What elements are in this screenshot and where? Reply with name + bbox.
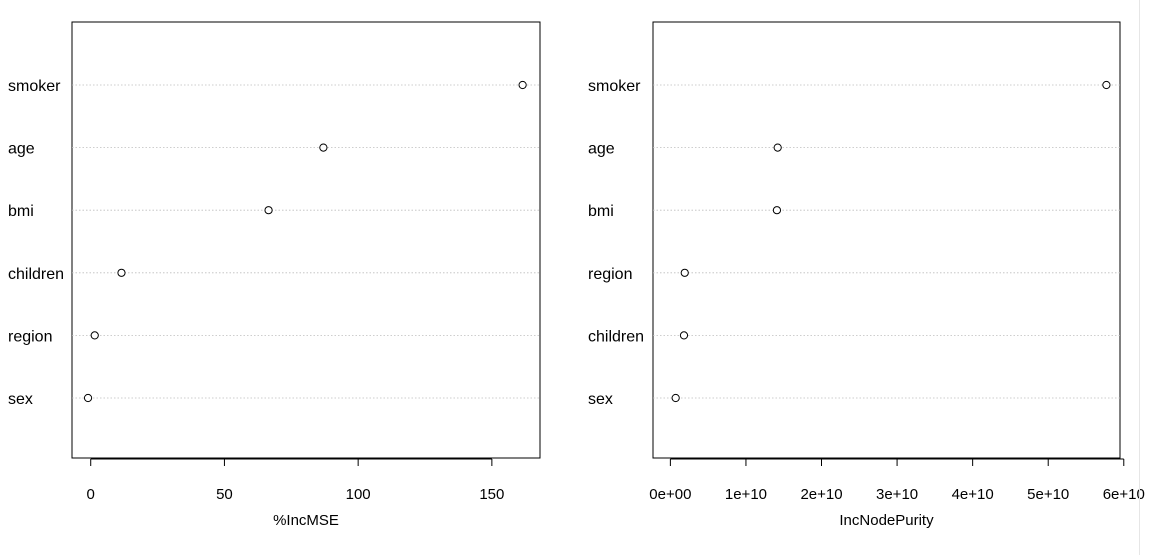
window-edge-divider [1139, 0, 1140, 555]
category-label: bmi [588, 203, 614, 220]
x-tick-label: 1e+10 [725, 486, 767, 503]
category-label: age [8, 141, 35, 158]
x-tick-label: 4e+10 [952, 486, 994, 503]
data-point [319, 143, 328, 152]
data-point [680, 268, 689, 277]
data-point [679, 331, 689, 340]
category-label: children [588, 328, 644, 345]
x-tick-label: 2e+10 [800, 486, 842, 503]
x-tick-label: 150 [479, 486, 504, 503]
category-label: region [8, 328, 52, 345]
data-point [264, 206, 273, 215]
x-axis-title: IncNodePurity [839, 512, 934, 529]
category-label: age [588, 141, 615, 158]
data-point [518, 80, 527, 90]
data-point [773, 143, 782, 152]
plot-frame [71, 21, 541, 459]
x-tick-label: 3e+10 [876, 486, 918, 503]
data-point [1102, 80, 1111, 90]
incnodepurity-panel: smoker age bmi region children sex 0e+00 1e+10 2… [588, 21, 1145, 529]
category-label: sex [8, 391, 33, 408]
data-point [772, 206, 782, 215]
x-tick-label: 6e+10 [1103, 486, 1145, 503]
category-label: children [8, 266, 64, 283]
category-label: smoker [588, 78, 641, 95]
x-tick-label: 100 [346, 486, 371, 503]
data-point [117, 268, 126, 277]
x-axis-title: %IncMSE [273, 512, 339, 529]
x-tick-label: 0 [87, 486, 95, 503]
data-point [90, 331, 99, 340]
category-label: sex [588, 391, 613, 408]
plot-frame [652, 21, 1121, 459]
category-label: bmi [8, 203, 34, 220]
data-point [83, 393, 93, 403]
data-point [671, 393, 680, 403]
x-tick-label: 5e+10 [1027, 486, 1069, 503]
x-tick-label: 50 [216, 486, 233, 503]
x-tick-label: 0e+00 [649, 486, 691, 503]
incmse-panel: smoker age bmi children region sex 0 50 100 150 %I… [8, 21, 541, 529]
category-label: region [588, 266, 632, 283]
category-label: smoker [8, 78, 61, 95]
